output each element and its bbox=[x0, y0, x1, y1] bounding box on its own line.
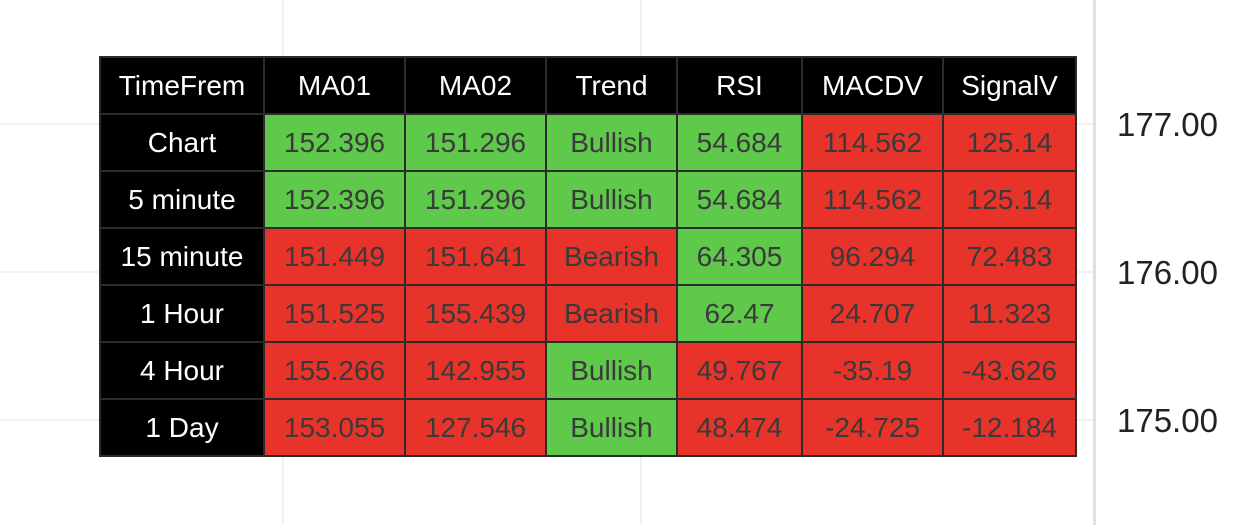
value-cell: Bearish bbox=[545, 284, 678, 343]
column-header: MA02 bbox=[404, 56, 547, 115]
value-cell: 151.296 bbox=[404, 170, 547, 229]
value-cell: 125.14 bbox=[942, 113, 1077, 172]
value-cell: 155.439 bbox=[404, 284, 547, 343]
timeframe-label: 5 minute bbox=[99, 170, 265, 229]
timeframe-label: Chart bbox=[99, 113, 265, 172]
value-cell: 54.684 bbox=[676, 113, 803, 172]
column-header: Trend bbox=[545, 56, 678, 115]
timeframe-label: 1 Day bbox=[99, 398, 265, 457]
value-cell: 151.449 bbox=[263, 227, 406, 286]
value-cell: 151.296 bbox=[404, 113, 547, 172]
table-row: 1 Day 153.055 127.546 Bullish 48.474 -24.725-… bbox=[99, 398, 1077, 457]
value-cell: 152.396 bbox=[263, 113, 406, 172]
value-cell: 11.323 bbox=[942, 284, 1077, 343]
value-cell: 96.294 bbox=[801, 227, 944, 286]
value-cell: Bullish bbox=[545, 113, 678, 172]
value-cell: Bullish bbox=[545, 398, 678, 457]
value-cell: Bearish bbox=[545, 227, 678, 286]
value-cell: -12.184 bbox=[942, 398, 1077, 457]
value-cell: 127.546 bbox=[404, 398, 547, 457]
column-header: MACDV bbox=[801, 56, 944, 115]
table-row: 1 Hour 151.525 155.439 Bearish 62.47 24.707 11… bbox=[99, 284, 1077, 343]
value-cell: 114.562 bbox=[801, 113, 944, 172]
value-cell: -43.626 bbox=[942, 341, 1077, 400]
value-cell: 62.47 bbox=[676, 284, 803, 343]
column-header: RSI bbox=[676, 56, 803, 115]
value-cell: 24.707 bbox=[801, 284, 944, 343]
value-cell: 48.474 bbox=[676, 398, 803, 457]
value-cell: 142.955 bbox=[404, 341, 547, 400]
value-cell: 49.767 bbox=[676, 341, 803, 400]
value-cell: Bullish bbox=[545, 170, 678, 229]
column-header: TimeFrem bbox=[99, 56, 265, 115]
timeframe-label: 15 minute bbox=[99, 227, 265, 286]
table-row: 15 minute 151.449 151.641 Bearish 64.305 96.2… bbox=[99, 227, 1077, 286]
table-row: Chart 152.396 151.296 Bullish 54.684 114.562 1… bbox=[99, 113, 1077, 172]
value-cell: 153.055 bbox=[263, 398, 406, 457]
value-cell: 155.266 bbox=[263, 341, 406, 400]
column-header: SignalV bbox=[942, 56, 1077, 115]
value-cell: 72.483 bbox=[942, 227, 1077, 286]
value-cell: 151.641 bbox=[404, 227, 547, 286]
column-header: MA01 bbox=[263, 56, 406, 115]
value-cell: 151.525 bbox=[263, 284, 406, 343]
value-cell: -24.725 bbox=[801, 398, 944, 457]
price-label: 175.00 bbox=[1117, 402, 1218, 439]
value-cell: 114.562 bbox=[801, 170, 944, 229]
table-row: 4 Hour 155.266 142.955 Bullish 49.767 -35.19-… bbox=[99, 341, 1077, 400]
value-cell: 64.305 bbox=[676, 227, 803, 286]
price-label: 177.00 bbox=[1117, 106, 1218, 143]
table-row: 5 minute 152.396 151.296 Bullish 54.684 114.5… bbox=[99, 170, 1077, 229]
price-axis-border[interactable] bbox=[1093, 0, 1096, 525]
value-cell: 54.684 bbox=[676, 170, 803, 229]
value-cell: Bullish bbox=[545, 341, 678, 400]
timeframe-label: 1 Hour bbox=[99, 284, 265, 343]
indicator-table: TimeFrem MA01 MA02 Trend RSI MACDV SignalV Cha… bbox=[99, 56, 1077, 457]
price-label: 176.00 bbox=[1117, 254, 1218, 291]
value-cell: -35.19 bbox=[801, 341, 944, 400]
timeframe-label: 4 Hour bbox=[99, 341, 265, 400]
value-cell: 125.14 bbox=[942, 170, 1077, 229]
header-row: TimeFrem MA01 MA02 Trend RSI MACDV SignalV bbox=[99, 56, 1077, 115]
value-cell: 152.396 bbox=[263, 170, 406, 229]
